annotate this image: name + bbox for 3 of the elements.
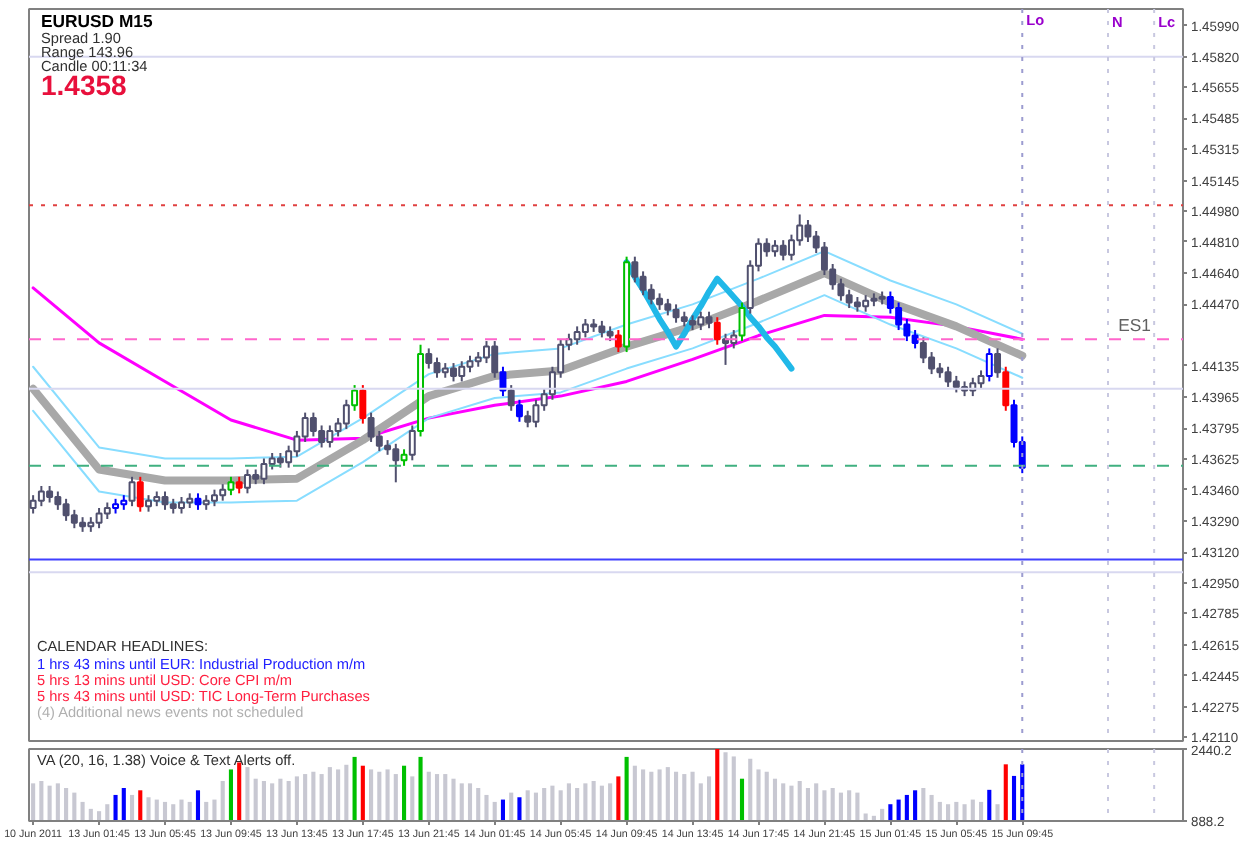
annotation: 1.4358 <box>41 69 128 101</box>
chart-title: EURUSD M15 <box>41 11 153 31</box>
ref-line-label: ES1 <box>1118 315 1152 336</box>
